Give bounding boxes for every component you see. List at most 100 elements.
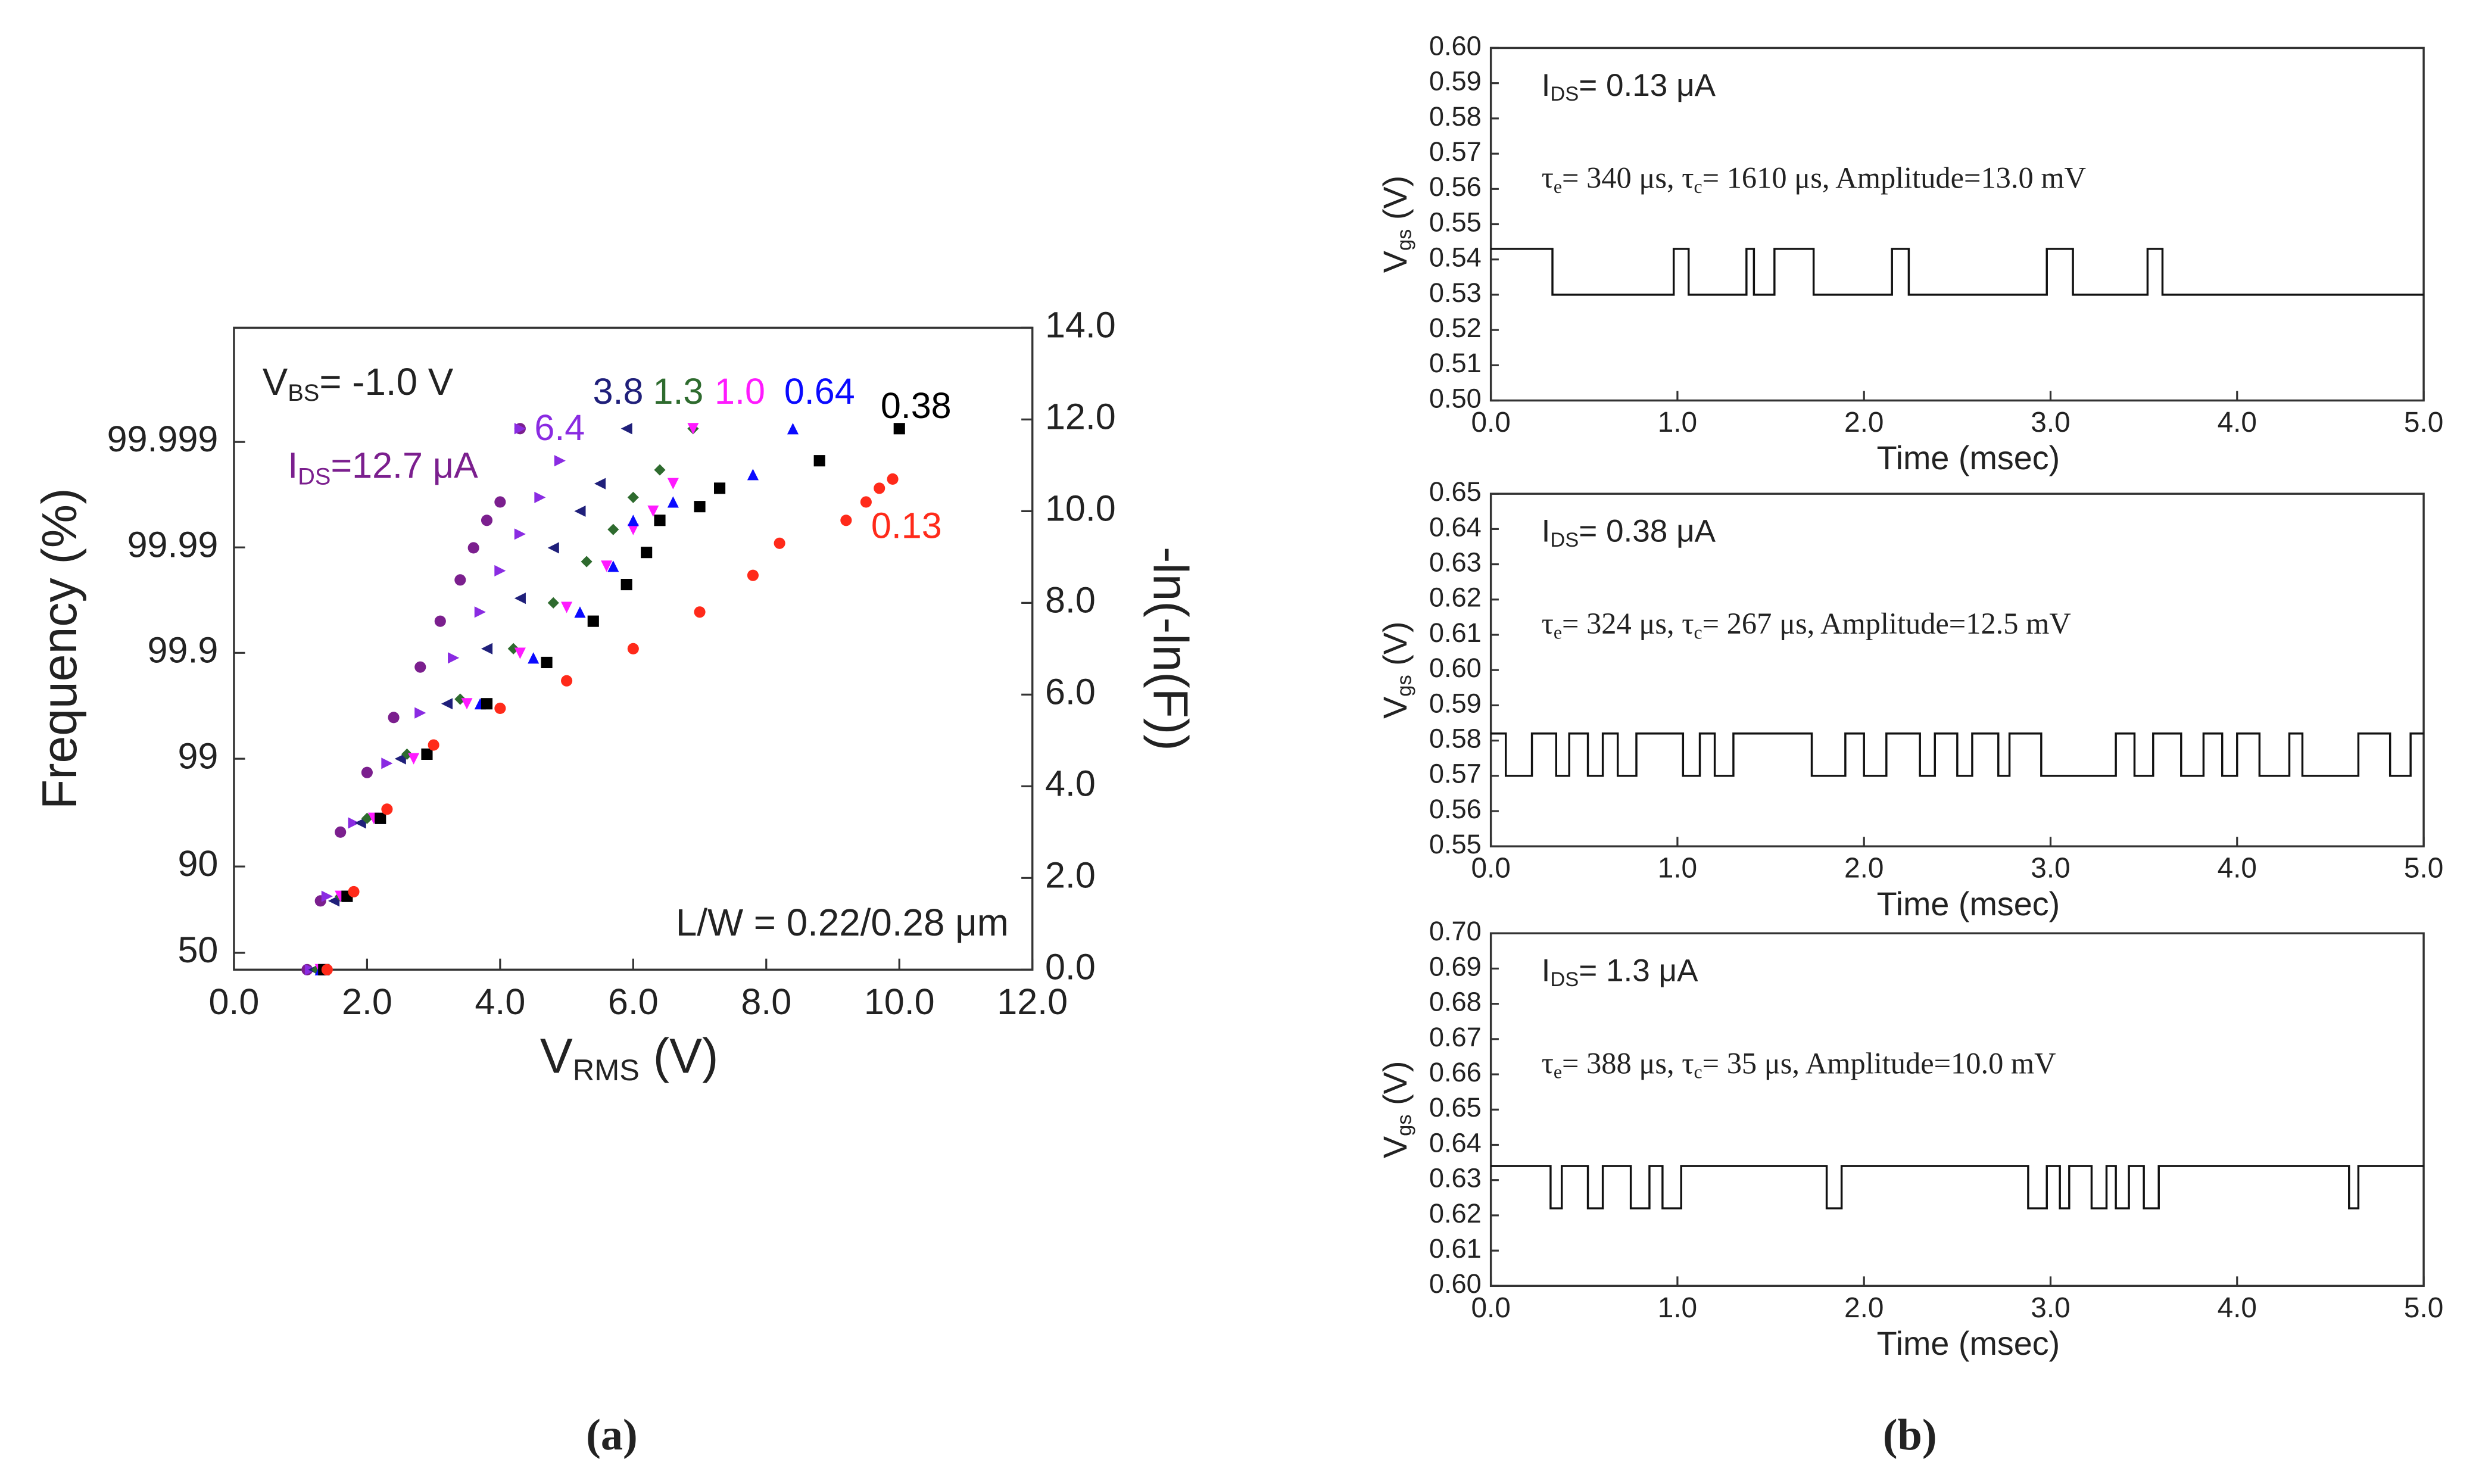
annotation: IDS= 0.13 μA bbox=[1542, 68, 1716, 105]
data-point bbox=[375, 812, 386, 824]
data-point bbox=[714, 482, 726, 494]
text-part: I bbox=[1542, 514, 1551, 549]
text-part: gs bbox=[1393, 229, 1415, 251]
text-part: V bbox=[263, 360, 288, 403]
y-tick-label: 0.51 bbox=[1429, 348, 1482, 378]
data-point bbox=[554, 455, 566, 467]
data-point bbox=[388, 712, 400, 724]
data-point bbox=[747, 469, 759, 481]
y2-tick-label: 6.0 bbox=[1045, 671, 1096, 712]
y-tick-label: 0.70 bbox=[1429, 916, 1482, 946]
y2-tick-label: 0.0 bbox=[1045, 946, 1096, 987]
data-point bbox=[441, 698, 453, 710]
data-point bbox=[547, 542, 559, 554]
data-point bbox=[534, 491, 546, 503]
y-tick-label: 0.59 bbox=[1429, 688, 1482, 718]
legend-label: 0.64 bbox=[784, 371, 855, 411]
data-point bbox=[627, 523, 639, 535]
data-point bbox=[860, 496, 872, 508]
text-part: =12.7 μA bbox=[330, 445, 478, 486]
data-point bbox=[474, 606, 486, 618]
y-tick-label: 0.55 bbox=[1429, 829, 1482, 859]
y2-tick-label: 10.0 bbox=[1045, 488, 1116, 528]
y-tick-label: 0.56 bbox=[1429, 794, 1482, 824]
annotation: L/W = 0.22/0.28 μm bbox=[676, 901, 1009, 944]
y-tick-label: 0.53 bbox=[1429, 278, 1482, 308]
data-point bbox=[481, 698, 493, 710]
y2-tick-label: 4.0 bbox=[1045, 763, 1096, 803]
x-tick-label: 5.0 bbox=[2404, 1292, 2443, 1324]
data-point bbox=[561, 601, 573, 613]
x-tick-label: 12.0 bbox=[997, 981, 1068, 1022]
y-tick-label: 99.9 bbox=[148, 629, 219, 670]
data-point bbox=[421, 748, 433, 760]
y2-tick-label: 14.0 bbox=[1045, 305, 1116, 345]
data-point bbox=[627, 643, 639, 654]
y2-tick-label: 8.0 bbox=[1045, 579, 1096, 620]
data-point bbox=[594, 478, 606, 490]
x-tick-label: 1.0 bbox=[1658, 1292, 1697, 1324]
y-tick-label: 0.52 bbox=[1429, 313, 1482, 343]
legend-label: 0.13 bbox=[871, 506, 942, 546]
data-point bbox=[667, 478, 679, 490]
x-tick-label: 2.0 bbox=[1844, 407, 1884, 438]
y-tick-label: 0.60 bbox=[1429, 30, 1482, 61]
y-tick-label: 0.63 bbox=[1429, 547, 1482, 578]
data-point bbox=[627, 491, 639, 503]
y-tick-label: 0.54 bbox=[1429, 242, 1482, 273]
x-tick-label: 5.0 bbox=[2404, 853, 2443, 884]
data-point bbox=[620, 579, 632, 591]
text-part: DS bbox=[298, 463, 330, 490]
data-point bbox=[448, 652, 460, 664]
y-tick-label: 0.57 bbox=[1429, 136, 1482, 167]
x-axis-label: Time (msec) bbox=[1877, 439, 2060, 476]
y-tick-label: 0.56 bbox=[1429, 172, 1482, 202]
text-part: (V) bbox=[1377, 1061, 1414, 1115]
text-part: c bbox=[1694, 1062, 1702, 1083]
data-point bbox=[494, 702, 506, 715]
text-part: V bbox=[1377, 251, 1414, 273]
data-point bbox=[335, 826, 347, 838]
text-part: gs bbox=[1393, 675, 1415, 696]
data-point bbox=[687, 423, 699, 435]
data-point bbox=[381, 757, 393, 769]
data-point bbox=[454, 693, 466, 705]
y-axis-label: Vgs (V) bbox=[1377, 176, 1416, 273]
data-point bbox=[361, 766, 373, 778]
x-tick-label: 4.0 bbox=[2218, 1292, 2257, 1324]
annotation: VBS= -1.0 V bbox=[263, 360, 454, 406]
legend-label: IDS=12.7 μA bbox=[288, 445, 478, 490]
signal-line bbox=[1490, 248, 2424, 296]
x-tick-label: 0.0 bbox=[1471, 407, 1510, 438]
x-tick-label: 3.0 bbox=[2031, 1292, 2070, 1324]
data-point bbox=[607, 523, 619, 535]
data-point bbox=[601, 560, 613, 572]
y-tick-label: 0.58 bbox=[1429, 724, 1482, 754]
x-axis-label: Time (msec) bbox=[1877, 886, 2060, 922]
data-point bbox=[893, 423, 905, 435]
text-part: gs bbox=[1393, 1114, 1415, 1136]
y-tick-label: 0.66 bbox=[1429, 1057, 1482, 1087]
data-point bbox=[647, 505, 659, 517]
data-point bbox=[547, 597, 559, 609]
text-part: I bbox=[1542, 68, 1551, 103]
text-part: c bbox=[1694, 622, 1702, 643]
panel-label: (a) bbox=[586, 1411, 638, 1460]
data-point bbox=[574, 505, 586, 517]
x-tick-label: 3.0 bbox=[2031, 407, 2070, 438]
data-point bbox=[514, 593, 526, 604]
text-part: DS bbox=[1550, 529, 1579, 551]
x-tick-label: 10.0 bbox=[864, 981, 935, 1022]
text-part: BS bbox=[288, 379, 319, 406]
x-tick-label: 4.0 bbox=[475, 981, 525, 1022]
annotation: τe= 324 μs, τc= 267 μs, Amplitude=12.5 m… bbox=[1542, 607, 2071, 643]
x-tick-label: 4.0 bbox=[2218, 407, 2257, 438]
text-part: = 35 μs, Amplitude=10.0 mV bbox=[1702, 1046, 2056, 1080]
text-part: V bbox=[1377, 1136, 1414, 1158]
data-point bbox=[381, 803, 393, 815]
data-point bbox=[654, 515, 666, 526]
data-point bbox=[494, 496, 506, 508]
data-point bbox=[461, 698, 473, 710]
annotation: IDS= 1.3 μA bbox=[1542, 953, 1699, 991]
y-tick-label: 0.50 bbox=[1429, 383, 1482, 413]
